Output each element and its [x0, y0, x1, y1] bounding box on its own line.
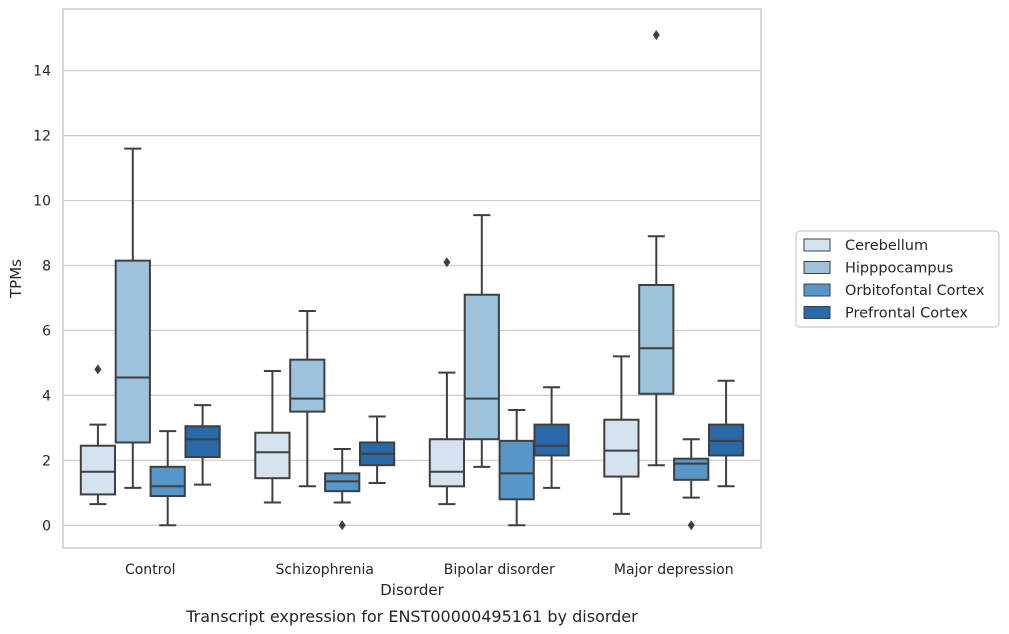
y-tick-label: 4 — [42, 388, 51, 404]
x-tick-label-schizophrenia: Schizophrenia — [276, 562, 374, 578]
legend-label: Cerebellum — [845, 238, 928, 254]
box-iqr — [149, 465, 186, 498]
x-tick-label-bipolar-disorder: Bipolar disorder — [444, 562, 555, 578]
plot-frame — [62, 8, 762, 549]
y-tick-label: 12 — [33, 129, 51, 145]
box-iqr — [533, 423, 570, 457]
legend-label: Hipppocampus — [845, 261, 953, 277]
box-schizophrenia-orbitofontal-cortex — [324, 447, 361, 531]
box-bipolar-disorder-cerebellum — [428, 371, 466, 506]
y-tick-label: 8 — [42, 259, 51, 275]
box-control-hipppocampus — [114, 147, 151, 489]
x-tick-labels: Control Schizophrenia Bipolar disorder Majo… — [125, 562, 734, 578]
legend-label: Prefrontal Cortex — [845, 306, 968, 322]
outlier-point — [338, 520, 346, 531]
legend-swatch — [803, 283, 831, 297]
box-control-prefrontal-cortex — [184, 404, 221, 486]
gridlines — [63, 70, 761, 526]
box-bipolar-disorder-orbitofontal-cortex — [498, 409, 535, 527]
legend: Cerebellum Hipppocampus Orbitofontal Corte… — [795, 230, 1000, 328]
y-tick-label: 10 — [33, 194, 51, 210]
box-iqr — [673, 457, 710, 481]
outlier-point — [443, 257, 451, 268]
box-major-depression-cerebellum — [603, 355, 640, 515]
outlier-point — [687, 520, 695, 531]
boxes — [79, 29, 745, 531]
box-iqr — [184, 425, 221, 459]
legend-label: Orbitofontal Cortex — [845, 283, 985, 299]
chart-caption: Transcript expression for ENST0000049516… — [185, 607, 638, 626]
box-iqr — [428, 438, 466, 488]
y-tick-labels: 0 2 4 6 8 10 12 14 — [33, 64, 51, 535]
box-iqr — [254, 431, 291, 480]
legend-item-orbitofontal-cortex: Orbitofontal Cortex — [803, 283, 985, 299]
box-iqr — [114, 259, 151, 444]
box-iqr — [498, 439, 535, 501]
box-control-orbitofontal-cortex — [149, 430, 186, 527]
box-schizophrenia-hipppocampus — [289, 309, 326, 488]
box-iqr — [79, 444, 117, 496]
box-iqr — [289, 358, 326, 413]
box-schizophrenia-cerebellum — [254, 370, 291, 504]
y-axis-label: TPMs — [7, 259, 25, 299]
box-major-depression-hipppocampus — [638, 235, 675, 467]
legend-frame — [795, 230, 1000, 328]
outlier-point — [94, 364, 102, 375]
box-major-depression-orbitofontal-cortex — [673, 438, 710, 531]
outlier-point — [652, 29, 660, 40]
y-tick-label: 6 — [42, 323, 51, 339]
x-axis-label: Disorder — [380, 581, 444, 599]
y-tick-label: 14 — [33, 64, 51, 80]
y-tick-label: 2 — [42, 453, 51, 469]
box-bipolar-disorder-hipppocampus — [463, 214, 500, 468]
x-tick-label-control: Control — [125, 562, 176, 578]
box-iqr — [638, 283, 675, 395]
legend-item-prefrontal-cortex: Prefrontal Cortex — [803, 306, 968, 322]
box-iqr — [463, 293, 500, 441]
legend-item-cerebellum: Cerebellum — [803, 238, 928, 254]
box-bipolar-disorder-prefrontal-cortex — [533, 386, 570, 489]
box-major-depression-prefrontal-cortex — [707, 379, 745, 488]
box-schizophrenia-prefrontal-cortex — [358, 415, 396, 485]
box-iqr — [603, 418, 640, 478]
box-control-cerebellum — [79, 423, 117, 506]
legend-swatch — [803, 306, 831, 319]
legend-swatch — [803, 238, 831, 252]
legend-item-hipppocampus: Hipppocampus — [803, 261, 953, 277]
x-tick-label-major-depression: Major depression — [614, 562, 734, 578]
legend-swatch — [803, 261, 831, 274]
y-tick-label: 0 — [42, 518, 51, 534]
